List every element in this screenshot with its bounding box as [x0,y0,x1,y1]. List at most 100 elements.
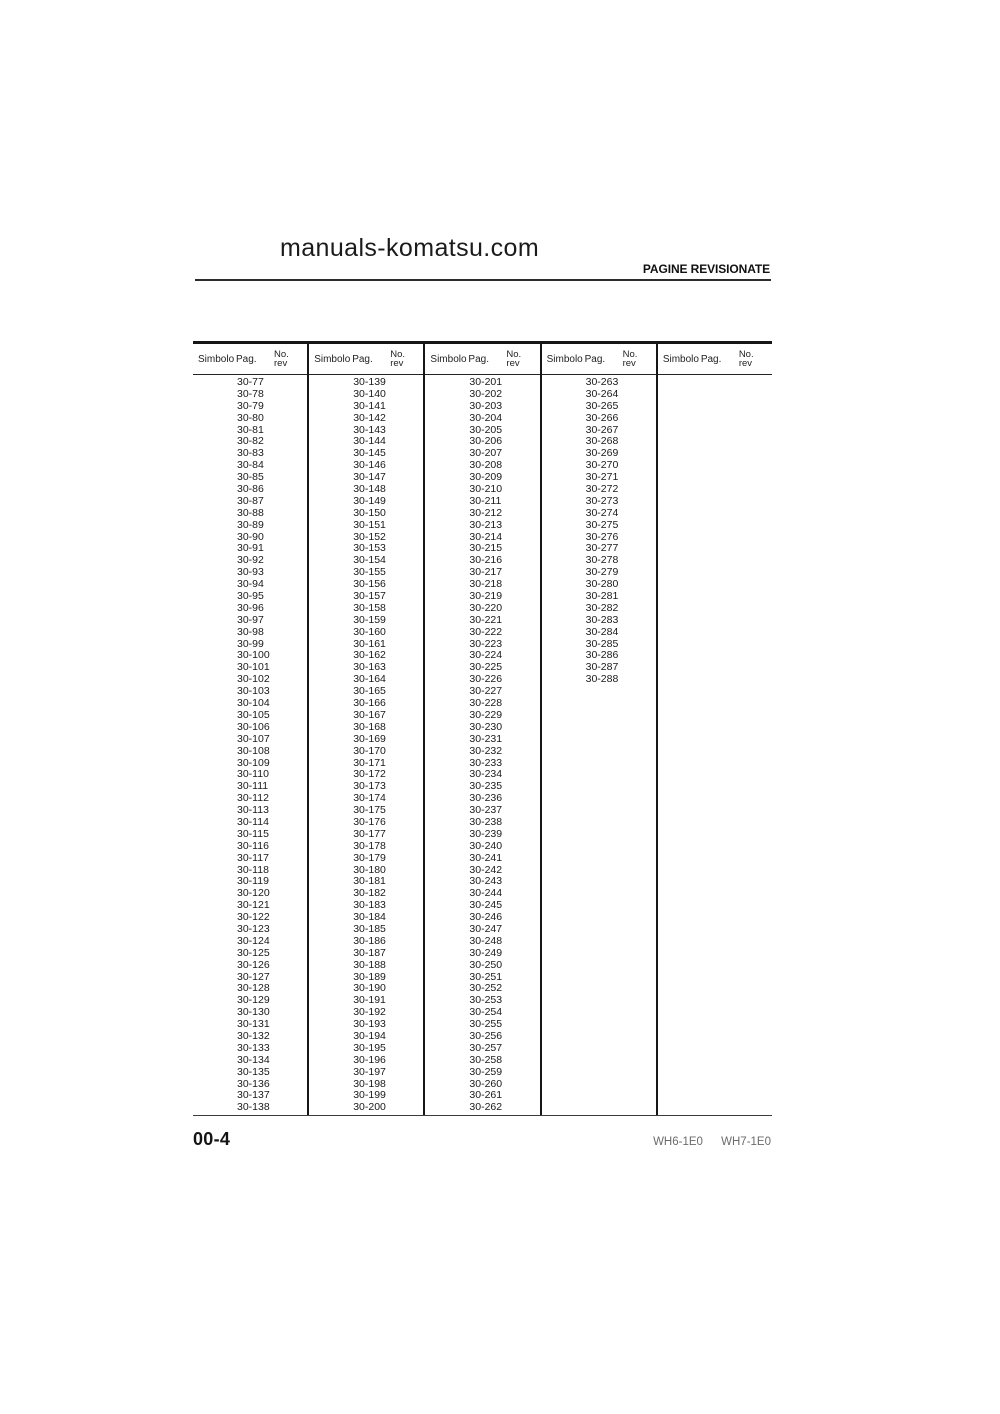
page-number-cell: 30-105 [237,708,270,721]
page-number-cell: 30-83 [237,447,264,460]
page-number-cell: 30-130 [237,1006,270,1019]
page-number-cell: 30-153 [353,542,386,555]
page-number-cell: 30-101 [237,661,270,674]
page-number-cell: 30-181 [353,875,386,888]
page-number-cell: 30-220 [469,601,503,614]
page-number-cell: 30-186 [353,934,386,947]
page-number-cell: 30-236 [469,792,503,805]
page-number-cell: 30-90 [237,530,264,543]
page-number-list: 30-139 30-140 30-141 30-142 30-143 30-144 30-1… [309,375,423,1115]
page-number-cell: 30-96 [237,601,264,614]
page-number-cell: 30-136 [237,1077,270,1090]
page-number-cell: 30-245 [469,899,503,912]
page-number-cell: 30-212 [469,506,503,519]
page-number-cell: 30-284 [585,625,619,638]
page-number-cell: 30-180 [353,863,386,876]
page-number-cell: 30-134 [237,1053,270,1066]
header-no: No. [390,348,405,360]
header-rule [195,279,771,281]
page-number-cell: 30-154 [353,554,386,567]
page-number-cell: 30-149 [353,494,386,507]
page-number-cell: 30-80 [237,411,264,424]
page-number-cell: 30-147 [353,471,386,484]
page-number-cell: 30-244 [469,887,503,900]
page-number-cell: 30-100 [237,649,270,662]
page-number-cell: 30-246 [469,911,503,924]
page-number-cell: 30-286 [585,649,619,662]
column-header-row: Simbolo Pag. No. rev [657,344,773,375]
page-number-cell: 30-183 [353,899,386,912]
page-number-cell: 30-268 [585,435,619,448]
page-number-cell: 30-140 [353,387,386,400]
header-no-rev: No. rev [734,349,754,369]
page-number-cell: 30-200 [353,1101,386,1114]
page-number-cell: 30-150 [353,506,386,519]
page-number-cell: 30-285 [585,637,619,650]
header-rev: rev [390,358,404,369]
page-number-cell: 30-139 [353,376,386,388]
page-number-cell: 30-161 [353,637,386,650]
header-no-rev: No. rev [385,348,405,369]
page-number-cell: 30-143 [353,423,386,436]
column-header-row: Simbolo Pag. No. rev [425,344,540,375]
page-number-cell: 30-185 [353,922,386,935]
page-number-cell: 30-137 [237,1089,270,1102]
page-number-cell: 30-148 [353,483,386,496]
page-number-cell: 30-91 [237,542,264,555]
page-number-list: 30-263 30-264 30-265 30-266 30-267 30-268 30-2… [542,375,656,1115]
page-number-cell: 30-146 [353,459,386,472]
page-number-cell: 30-196 [353,1053,386,1066]
header-pag: Pag. [352,353,373,365]
header-rev: rev [738,358,753,369]
page-number-cell: 30-85 [237,471,264,484]
page-number-list: 30-201 30-202 30-203 30-204 30-205 30-206 30-2… [425,375,539,1115]
page-number-cell: 30-170 [353,744,386,757]
page-number-cell: 30-257 [469,1041,503,1054]
footer-page-number: 00-4 [193,1129,231,1149]
page-number-cell: 30-127 [237,970,270,983]
page-number-cell: 30-157 [353,590,386,603]
page-number-cell: 30-112 [237,792,269,805]
page-number-cell: 30-217 [469,566,503,579]
page-number-cell: 30-107 [237,732,270,745]
page-number-cell: 30-169 [353,732,386,745]
page-number-cell: 30-238 [469,815,503,828]
page-number-cell: 30-124 [237,934,270,947]
page-number-cell: 30-95 [237,590,264,603]
page-number-cell: 30-211 [469,494,502,507]
page-number-cell: 30-248 [469,934,503,947]
page-number-cell: 30-205 [469,423,503,436]
page-number-cell: 30-165 [353,685,386,698]
header-no: No. [274,348,289,360]
page-number-cell: 30-103 [237,685,270,698]
page-number-cell: 30-207 [469,447,503,460]
page-number-cell: 30-121 [237,899,270,912]
page-number-cell: 30-160 [353,625,386,638]
page-number-cell: 30-194 [353,1029,386,1042]
page-number-cell: 30-230 [469,720,503,733]
page-number-cell: 30-164 [353,673,386,686]
page-number-cell: 30-82 [237,435,264,448]
page-number-cell: 30-215 [469,542,503,555]
page-number-cell: 30-269 [585,447,619,460]
page-number-cell: 30-275 [585,518,619,531]
header-rev: rev [622,358,636,369]
page-number-cell: 30-204 [469,411,503,424]
page-number-cell: 30-97 [237,613,264,626]
page-number-cell: 30-111 [237,780,269,793]
page-number-cell: 30-240 [469,839,503,852]
page-number-list: 30-77 30-78 30-79 30-80 30-81 30-82 30-83 30-84… [193,375,307,1115]
header-simbolo: Simbolo [430,353,467,365]
column-header-row: Simbolo Pag. No. rev [193,344,308,375]
page-number-cell: 30-282 [585,601,619,614]
page-number-cell: 30-166 [353,697,386,710]
page-number-cell: 30-216 [469,554,503,567]
page-number-cell: 30-232 [469,744,503,757]
table-column-1: Simbolo Pag. No. rev 30-77 30-78 30-79 30-8… [193,344,308,1115]
footer-model-codes: WH6-1E0 WH7-1E0 [193,1136,771,1148]
page-number-cell: 30-223 [469,637,503,650]
page-number-cell: 30-228 [469,697,503,710]
page-number-cell: 30-123 [237,922,270,935]
page-number-cell: 30-239 [469,827,503,840]
